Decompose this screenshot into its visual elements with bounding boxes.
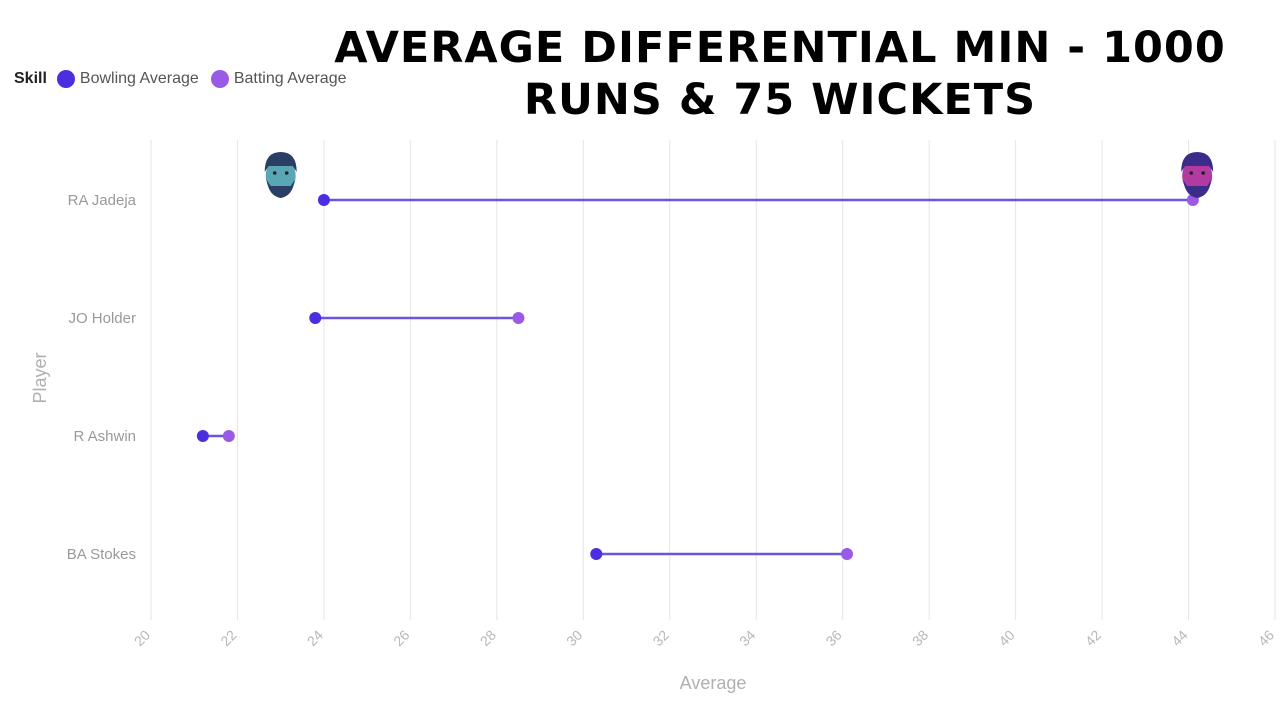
bowling-average-point [196, 430, 209, 442]
legend-label-batting: Batting Average [233, 70, 347, 87]
x-tick-label: 42 [1082, 627, 1104, 649]
y-axis-title: Player [30, 352, 50, 403]
bowling-average-point [309, 312, 322, 324]
x-tick-label: 26 [390, 627, 412, 649]
legend-marker-bowling [56, 70, 75, 88]
x-tick-label: 28 [477, 627, 499, 649]
batting-average-point [512, 312, 525, 324]
x-axis-title: Average [680, 673, 747, 693]
x-tick-label: 40 [995, 627, 1017, 649]
batting-average-point [222, 430, 235, 442]
x-tick-label: 30 [563, 627, 585, 649]
x-tick-label: 32 [650, 627, 672, 649]
x-tick-label: 44 [1168, 627, 1190, 649]
x-tick-label: 24 [304, 627, 326, 649]
y-category-label: RA Jadeja [68, 192, 137, 209]
x-tick-label: 22 [217, 627, 239, 649]
legend-marker-batting [210, 70, 229, 88]
bowling-average-point [317, 194, 330, 206]
legend-item-bowling[interactable]: Bowling Average [56, 70, 199, 88]
bowling-average-point [590, 548, 603, 560]
x-tick-label: 34 [736, 627, 758, 649]
player-face-icon [264, 152, 297, 198]
y-category-label: JO Holder [68, 310, 136, 327]
x-tick-label: 38 [909, 627, 931, 649]
legend-title: Skill [14, 70, 47, 87]
chart-title: AVERAGE DIFFERENTIAL MIN - 1000 RUNS & 7… [334, 23, 1226, 125]
x-tick-label: 36 [822, 627, 844, 649]
batting-average-point [841, 548, 854, 560]
legend: Skill Bowling Average Batting Average [14, 70, 359, 88]
player-face-icon [1181, 152, 1214, 198]
legend-item-batting[interactable]: Batting Average [210, 70, 347, 88]
y-category-label: BA Stokes [67, 546, 136, 563]
y-category-label: R Ashwin [73, 428, 136, 445]
x-tick-label: 20 [131, 627, 153, 649]
x-tick-label: 46 [1255, 627, 1277, 649]
legend-label-bowling: Bowling Average [79, 70, 199, 87]
